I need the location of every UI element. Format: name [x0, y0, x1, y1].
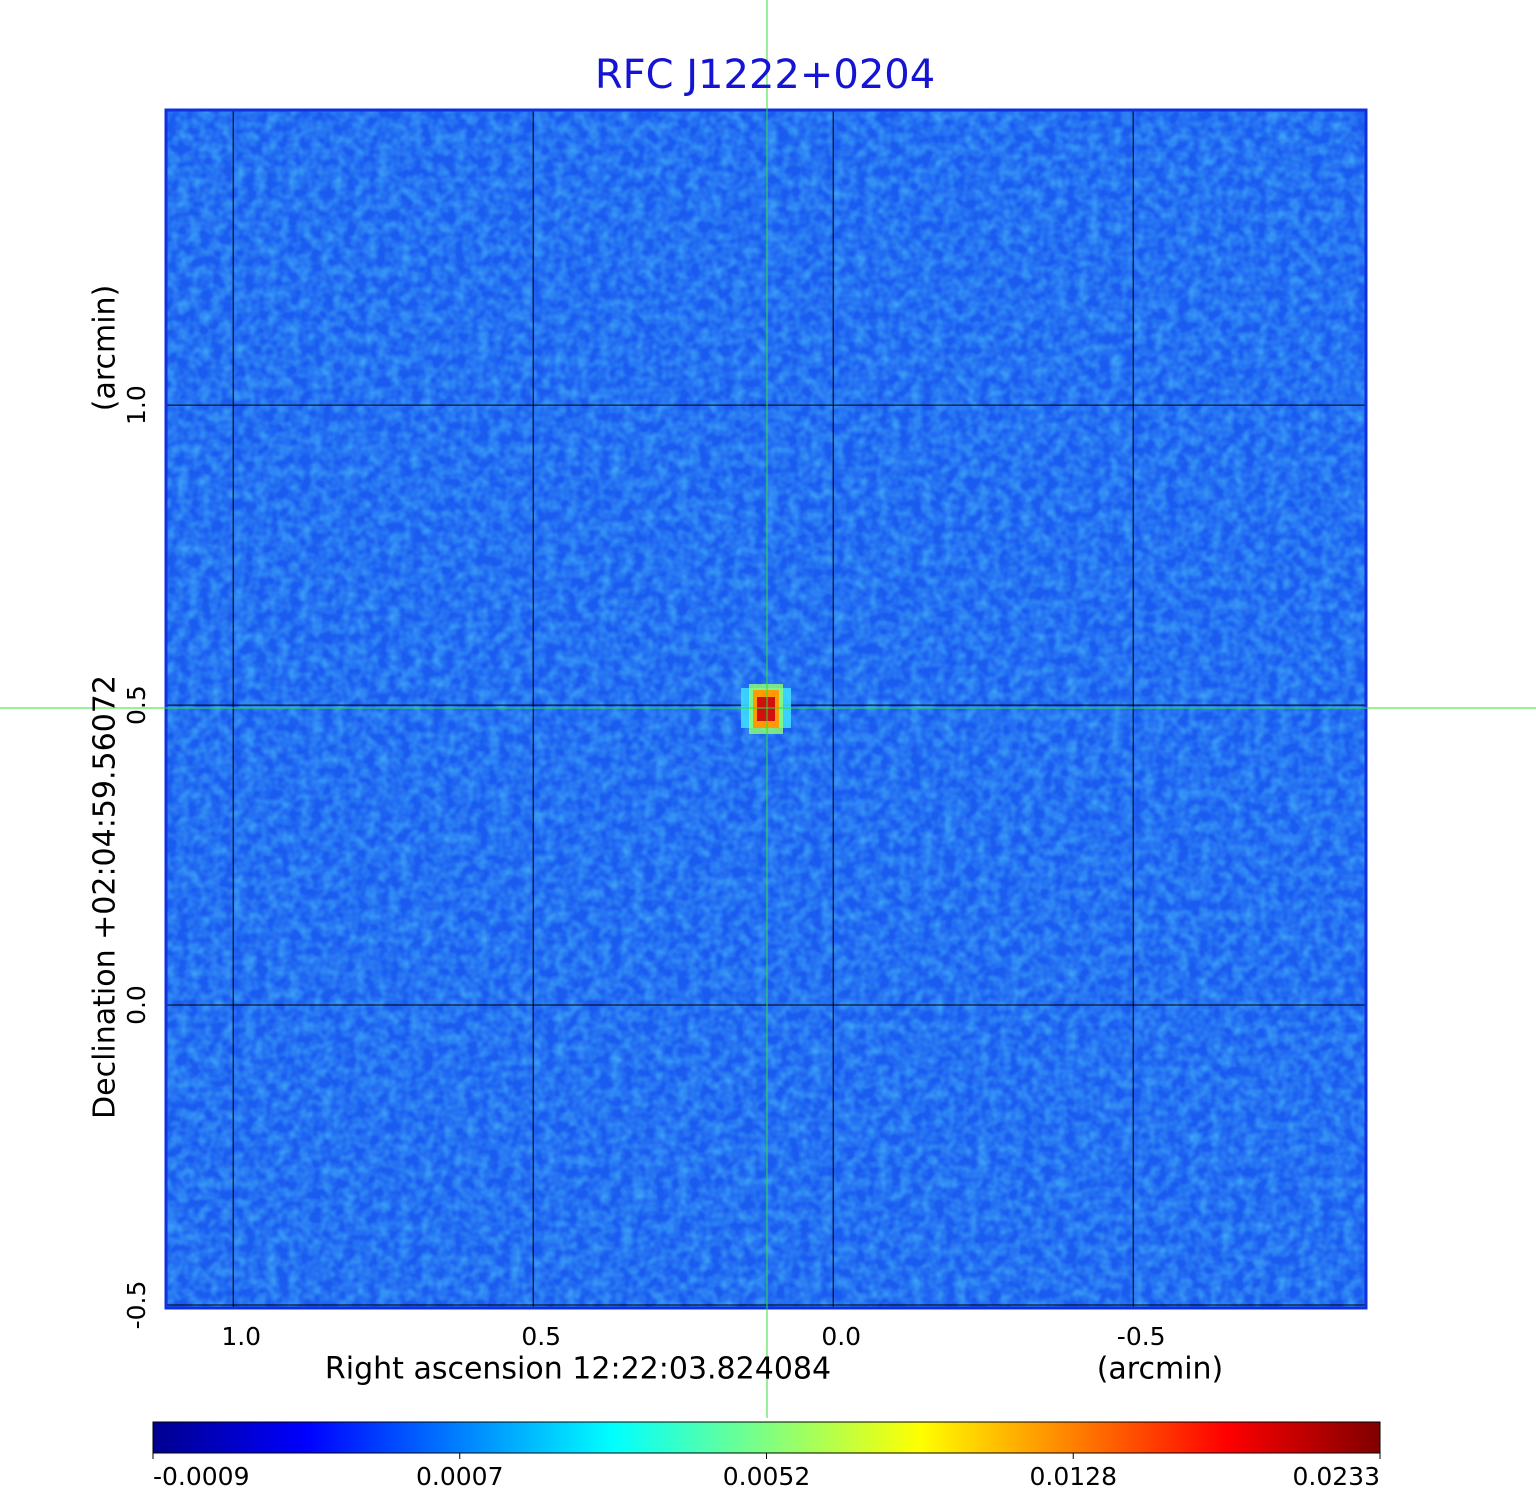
x-tick-label: 0.0 [821, 1322, 861, 1351]
plot-frame [164, 108, 1368, 1310]
x-axis-label: Right ascension 12:22:03.824084 [325, 1352, 831, 1387]
chart-title: RFC J1222+0204 [595, 52, 935, 98]
y-tick-label: 0.5 [122, 685, 151, 725]
grid [166, 110, 1366, 1308]
x-tick-label: 0.5 [521, 1322, 561, 1351]
y-tick-label: -0.5 [122, 1281, 151, 1330]
x-tick-label: -0.5 [1117, 1322, 1166, 1351]
y-tick-label: 0.0 [122, 985, 151, 1025]
y-axis-unit: (arcmin) [88, 285, 123, 412]
colorbar-tick-label: 0.0007 [416, 1462, 503, 1491]
x-tick-label: 1.0 [221, 1322, 261, 1351]
colorbar-tick-label: 0.0233 [1293, 1462, 1380, 1491]
colorbar-tick-label: 0.0052 [723, 1462, 810, 1491]
colorbar-tick-label: -0.0009 [153, 1462, 250, 1491]
y-tick-label: 1.0 [122, 385, 151, 425]
x-axis-unit: (arcmin) [1097, 1352, 1224, 1387]
colorbar [152, 1421, 1381, 1454]
source-peak [757, 697, 775, 721]
source [741, 684, 791, 734]
colorbar-tick-label: 0.0128 [1030, 1462, 1117, 1491]
y-axis-label: Declination +02:04:59.56072 [88, 675, 123, 1119]
